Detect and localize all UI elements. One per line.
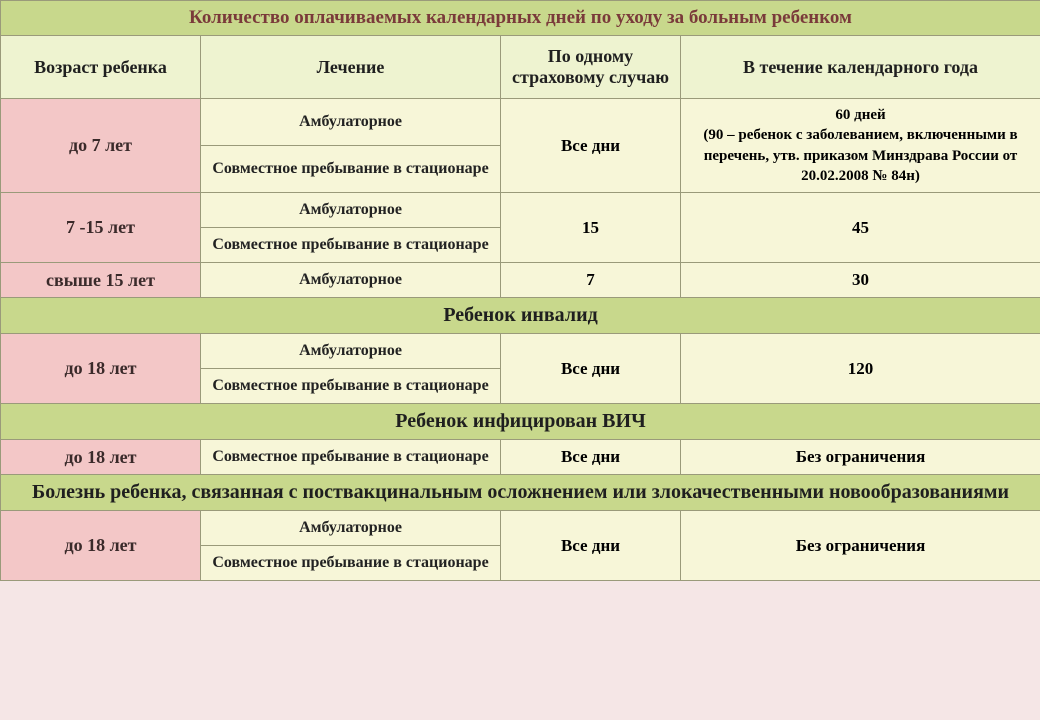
per-year-cell: Без ограничения (681, 440, 1040, 475)
section-row: Болезнь ребенка, связанная с поствакцина… (1, 475, 1040, 511)
per-case-cell: Все дни (501, 99, 681, 193)
age-cell: свыше 15 лет (1, 263, 201, 298)
table-row: до 18 лет Амбулаторное Все дни 120 (1, 334, 1040, 369)
section-header: Болезнь ребенка, связанная с поствакцина… (1, 475, 1040, 511)
table-title: Количество оплачиваемых календарных дней… (1, 1, 1040, 36)
header-treatment: Лечение (201, 36, 501, 99)
per-year-cell: 120 (681, 334, 1040, 404)
section-header: Ребенок инфицирован ВИЧ (1, 404, 1040, 440)
age-cell: до 18 лет (1, 334, 201, 404)
title-row: Количество оплачиваемых календарных дней… (1, 1, 1040, 36)
table-row: до 18 лет Совместное пребывание в стацио… (1, 440, 1040, 475)
age-cell: до 18 лет (1, 511, 201, 581)
treatment-cell: Совместное пребывание в стационаре (201, 146, 501, 193)
treatment-cell: Совместное пребывание в стационаре (201, 440, 501, 475)
treatment-cell: Амбулаторное (201, 334, 501, 369)
per-case-cell: 15 (501, 193, 681, 263)
table-row: до 7 лет Амбулаторное Все дни 60 дней(90… (1, 99, 1040, 146)
table-container: Количество оплачиваемых календарных дней… (0, 0, 1040, 581)
age-cell: 7 -15 лет (1, 193, 201, 263)
table-row: свыше 15 лет Амбулаторное 7 30 (1, 263, 1040, 298)
section-header: Ребенок инвалид (1, 298, 1040, 334)
treatment-cell: Амбулаторное (201, 511, 501, 546)
header-per-year: В течение календарного года (681, 36, 1040, 99)
per-year-cell: Без ограничения (681, 511, 1040, 581)
per-case-cell: Все дни (501, 511, 681, 581)
treatment-cell: Совместное пребывание в стационаре (201, 369, 501, 404)
per-year-cell: 60 дней(90 – ребенок с заболеванием, вкл… (681, 99, 1040, 193)
sick-leave-table: Количество оплачиваемых календарных дней… (0, 0, 1040, 581)
treatment-cell: Совместное пребывание в стационаре (201, 228, 501, 263)
section-row: Ребенок инфицирован ВИЧ (1, 404, 1040, 440)
per-case-cell: Все дни (501, 334, 681, 404)
treatment-cell: Амбулаторное (201, 99, 501, 146)
header-per-case: По одному страховому случаю (501, 36, 681, 99)
per-case-cell: Все дни (501, 440, 681, 475)
treatment-cell: Совместное пребывание в стационаре (201, 546, 501, 581)
table-row: 7 -15 лет Амбулаторное 15 45 (1, 193, 1040, 228)
per-year-cell: 45 (681, 193, 1040, 263)
per-case-cell: 7 (501, 263, 681, 298)
treatment-cell: Амбулаторное (201, 263, 501, 298)
header-row: Возраст ребенка Лечение По одному страхо… (1, 36, 1040, 99)
section-row: Ребенок инвалид (1, 298, 1040, 334)
table-row: до 18 лет Амбулаторное Все дни Без огран… (1, 511, 1040, 546)
per-year-note: 60 дней(90 – ребенок с заболеванием, вкл… (689, 105, 1032, 186)
treatment-cell: Амбулаторное (201, 193, 501, 228)
age-cell: до 7 лет (1, 99, 201, 193)
age-cell: до 18 лет (1, 440, 201, 475)
header-age: Возраст ребенка (1, 36, 201, 99)
per-year-cell: 30 (681, 263, 1040, 298)
